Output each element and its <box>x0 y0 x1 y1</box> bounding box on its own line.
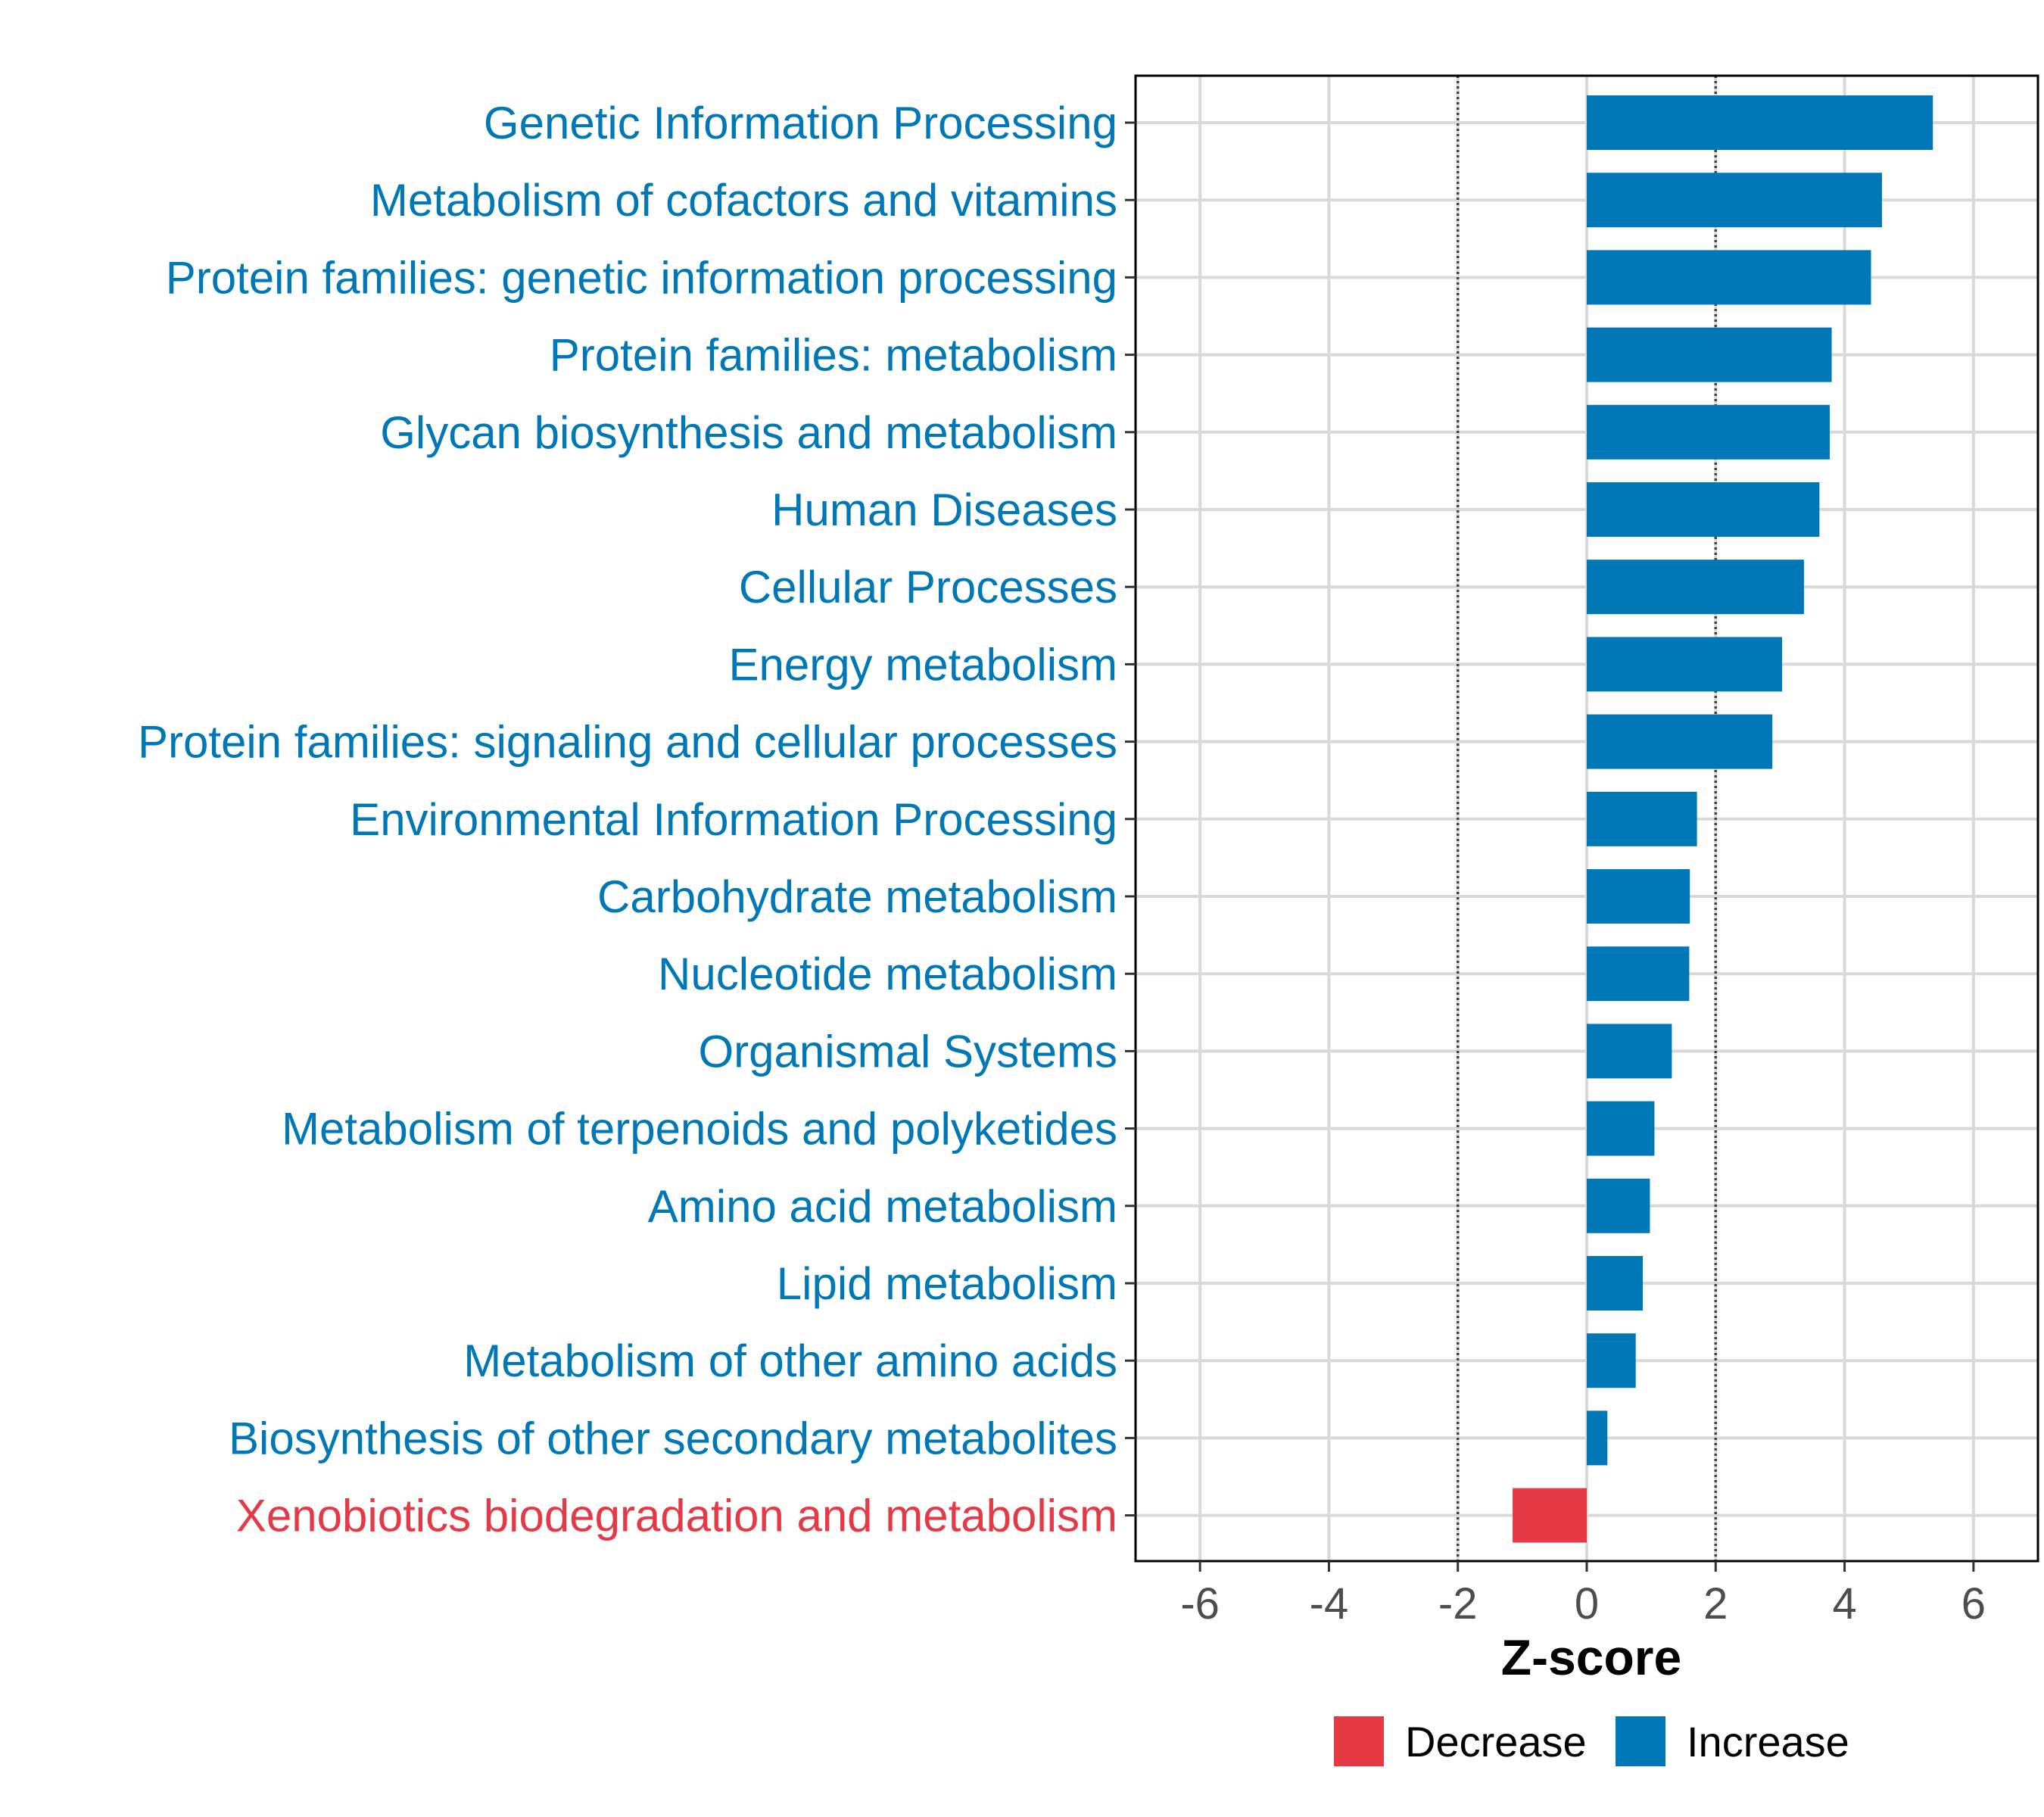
bar <box>1587 1256 1644 1311</box>
x-tick-label: 4 <box>1832 1579 1856 1628</box>
y-tick-label: Cellular Processes <box>739 562 1117 612</box>
bar <box>1587 946 1690 1002</box>
y-tick-label: Genetic Information Processing <box>484 98 1117 148</box>
x-axis-title: Z-score <box>1501 1629 1681 1685</box>
y-axis-labels: Genetic Information Processing Metabolism… <box>138 98 1117 1541</box>
bar <box>1513 1488 1587 1543</box>
bar <box>1587 482 1820 537</box>
y-tick-label: Metabolism of other amino acids <box>463 1335 1117 1386</box>
y-tick-label: Carbohydrate metabolism <box>597 871 1117 922</box>
legend-key <box>1334 1716 1384 1766</box>
bar <box>1587 1333 1636 1388</box>
y-tick-label: Metabolism of cofactors and vitamins <box>370 175 1117 226</box>
y-tick-label: Xenobiotics biodegradation and metabolis… <box>236 1491 1117 1541</box>
bar <box>1587 791 1697 846</box>
y-tick-label: Environmental Information Processing <box>350 794 1117 845</box>
y-tick-label: Protein families: genetic information pr… <box>166 252 1117 303</box>
x-tick-label: -2 <box>1438 1579 1478 1628</box>
x-tick-label: -6 <box>1180 1579 1220 1628</box>
bar <box>1587 714 1773 769</box>
bars <box>1513 95 1933 1543</box>
bar <box>1587 559 1804 615</box>
bar <box>1587 869 1690 924</box>
reference-lines <box>1456 76 1718 1561</box>
x-axis-ticks <box>1198 1561 1975 1572</box>
x-tick-label: 6 <box>1961 1579 1986 1628</box>
y-tick-label: Organismal Systems <box>699 1026 1117 1077</box>
bar <box>1587 404 1830 460</box>
bar <box>1587 250 1871 305</box>
x-tick-label: -4 <box>1310 1579 1349 1628</box>
y-tick-label: Glycan biosynthesis and metabolism <box>380 407 1117 458</box>
y-axis-ticks <box>1125 121 1136 1517</box>
legend-key <box>1616 1716 1665 1766</box>
bar <box>1587 327 1832 382</box>
bar <box>1587 1024 1672 1079</box>
x-tick-label: 2 <box>1703 1579 1728 1628</box>
y-tick-label: Biosynthesis of other secondary metaboli… <box>229 1413 1117 1463</box>
y-tick-label: Lipid metabolism <box>777 1258 1117 1309</box>
legend: Decrease Increase <box>1334 1716 1849 1766</box>
bar <box>1587 637 1782 692</box>
bar <box>1587 1410 1608 1466</box>
legend-label: Increase <box>1687 1718 1849 1766</box>
y-tick-label: Protein families: signaling and cellular… <box>138 717 1117 768</box>
bar <box>1587 1101 1655 1156</box>
y-tick-label: Metabolism of terpenoids and polyketides <box>282 1104 1117 1155</box>
y-tick-label: Protein families: metabolism <box>550 330 1117 381</box>
y-tick-label: Nucleotide metabolism <box>658 949 1117 999</box>
y-tick-label: Amino acid metabolism <box>648 1181 1117 1232</box>
bar <box>1587 95 1933 150</box>
y-tick-label: Human Diseases <box>771 485 1117 535</box>
x-tick-label: 0 <box>1575 1579 1599 1628</box>
x-axis-labels: -6 -4 -2 0 2 4 6 <box>1180 1579 1986 1628</box>
legend-label: Decrease <box>1405 1718 1587 1766</box>
bar <box>1587 173 1882 228</box>
y-tick-label: Energy metabolism <box>728 639 1117 690</box>
bar <box>1587 1178 1650 1233</box>
